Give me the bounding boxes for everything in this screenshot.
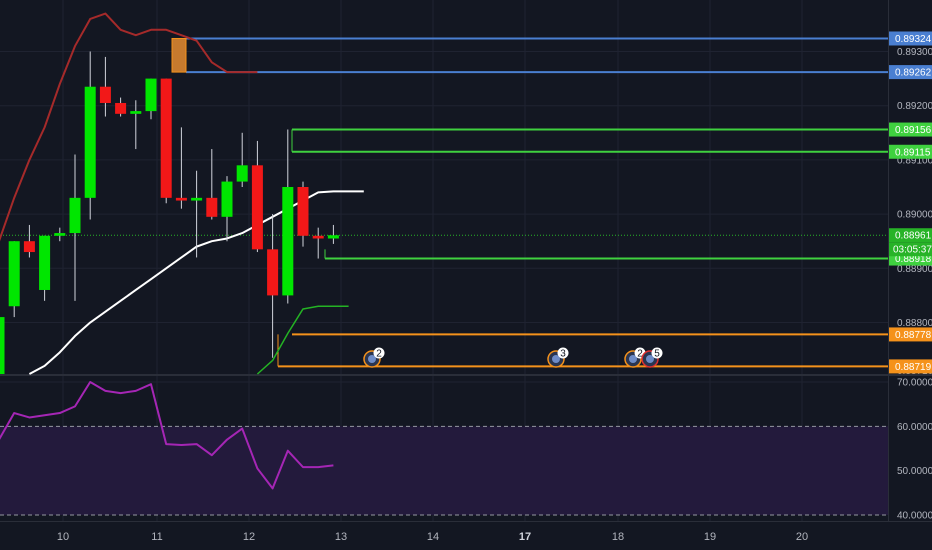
date-label: 18: [612, 531, 624, 543]
price-tick-label: 0.89200: [897, 101, 932, 112]
price-tag-label: 0.89156: [895, 125, 932, 136]
price-tick-label: 0.88800: [897, 318, 932, 329]
date-label: 14: [427, 531, 439, 543]
date-label: 10: [57, 531, 69, 543]
event-count-badge: [651, 347, 663, 359]
price-tag-label: 0.89115: [895, 147, 931, 158]
event-icon-inner: [368, 355, 376, 363]
price-level-lines[interactable]: [0, 37, 888, 368]
event-marker[interactable]: 3: [547, 347, 569, 368]
date-label: 17: [519, 531, 531, 543]
candle-body[interactable]: [8, 241, 20, 307]
event-count: 3: [560, 349, 566, 360]
candle-body[interactable]: [69, 197, 81, 234]
price-tag-label: 0.89324: [895, 34, 932, 45]
price-tag-label: 0.88961: [895, 231, 932, 242]
countdown-tag-bg: [889, 242, 932, 257]
rsi-band-fill: [0, 426, 888, 515]
candle-body[interactable]: [206, 197, 218, 217]
price-tick-label: 0.89300: [897, 47, 932, 58]
candle-body[interactable]: [282, 187, 294, 296]
event-marker[interactable]: 5: [641, 347, 663, 368]
date-label: 11: [151, 531, 162, 543]
candle-body[interactable]: [267, 249, 279, 296]
date-label: 12: [243, 531, 255, 543]
rsi-tick-label: 50.0000: [897, 466, 932, 477]
price-tag-bg: [889, 327, 932, 342]
candle-body[interactable]: [99, 86, 111, 103]
candle-body[interactable]: [251, 165, 263, 250]
rsi-tick-label: 60.0000: [897, 422, 932, 433]
lower-band-line: [256, 305, 349, 375]
price-tick-label: 0.89000: [897, 210, 932, 221]
rsi-tick-label: 40.0000: [897, 511, 932, 522]
price-tag-bg: [889, 359, 932, 374]
candle-body[interactable]: [0, 317, 5, 374]
candle-body[interactable]: [84, 86, 96, 198]
candle-body[interactable]: [130, 111, 142, 114]
rsi-line: [0, 381, 334, 490]
date-label: 19: [704, 531, 716, 543]
candle-body[interactable]: [160, 78, 172, 198]
rsi-band: [0, 425, 888, 516]
price-tag-bg: [889, 31, 932, 46]
range-marker-box[interactable]: [171, 37, 187, 73]
rsi-indicator: [0, 381, 334, 490]
price-tick-label: 0.89100: [897, 155, 932, 166]
upper-band-line: [0, 12, 258, 242]
date-label: 20: [796, 531, 808, 543]
event-marker[interactable]: 2: [363, 347, 385, 368]
price-tag-bg: [889, 65, 932, 80]
event-count: 2: [376, 349, 382, 360]
event-icon-inner: [552, 355, 560, 363]
event-count-badge: [373, 347, 385, 359]
date-label: 13: [335, 531, 347, 543]
event-count-badge: [557, 347, 569, 359]
event-icon-inner: [646, 355, 654, 363]
price-tag-label: 0.88719: [895, 362, 932, 373]
price-tag-bg: [889, 122, 932, 137]
candle-body[interactable]: [191, 197, 203, 201]
event-count: 5: [654, 349, 660, 360]
time-axis[interactable]: 10 11 12 13 14 17 18 19 20: [57, 531, 808, 543]
event-marker[interactable]: 2: [624, 347, 646, 368]
candle-body[interactable]: [54, 233, 66, 236]
price-tag-bg: [889, 144, 932, 159]
candle-body[interactable]: [115, 102, 127, 114]
price-tag-label: 0.89262: [895, 68, 932, 79]
candle-body[interactable]: [327, 235, 339, 239]
price-tag-bg: [889, 228, 932, 243]
candle-body[interactable]: [23, 241, 35, 253]
candle-body[interactable]: [175, 197, 187, 201]
price-tag-label: 0.88918: [895, 254, 932, 265]
candle-body[interactable]: [236, 165, 248, 182]
candle-body[interactable]: [297, 187, 309, 236]
candle-body[interactable]: [312, 235, 324, 239]
countdown-label: 03:05:37: [893, 245, 932, 256]
rsi-tick-label: 70.0000: [897, 378, 932, 389]
price-tags: 0.89324 0.89262 0.89156 0.89115 0.88961 0.889…: [889, 31, 932, 374]
price-tick-label: 0.88900: [897, 264, 932, 275]
candle-body[interactable]: [145, 78, 157, 112]
event-count: 2: [637, 349, 643, 360]
candlesticks[interactable]: [0, 51, 339, 374]
event-icon-inner: [629, 355, 637, 363]
candle-body[interactable]: [39, 235, 51, 290]
price-tag-label: 0.88778: [895, 330, 932, 341]
candle-body[interactable]: [221, 181, 233, 217]
